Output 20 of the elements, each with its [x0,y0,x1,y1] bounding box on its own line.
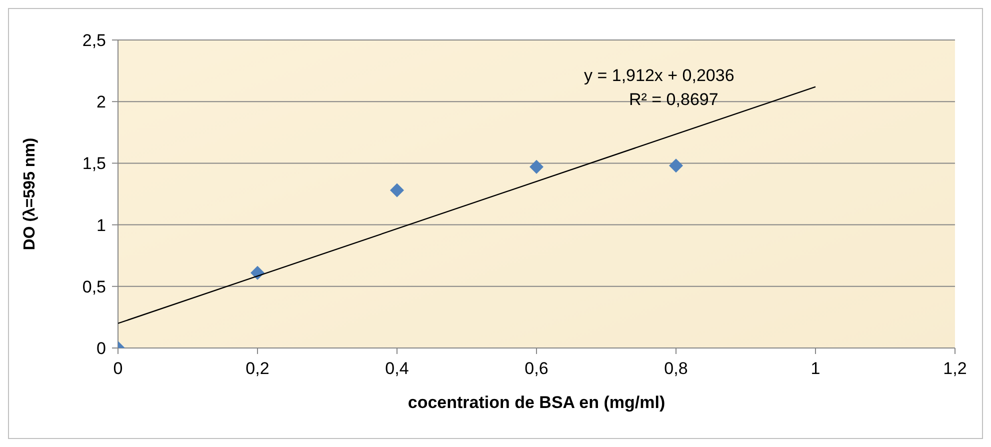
x-tick-label: 0,2 [246,359,270,378]
y-tick-label: 0,5 [82,277,106,296]
y-tick-label: 1 [96,216,106,235]
x-tick-label: 1,2 [943,359,967,378]
y-tick-label: 2,5 [82,31,106,50]
point [669,158,683,173]
y-axis-title: DO (λ=595 nm) [22,138,39,250]
y-tick-label: 1,5 [82,154,106,174]
annotation: R² = 0,8697 [629,90,718,110]
annotation: y = 1,912x + 0,2036 [584,66,734,86]
y-tick-label: 0 [96,339,106,358]
x-tick-label: 0 [113,359,123,378]
x-axis-title: cocentration de BSA en (mg/ml) [408,393,666,412]
x-tick-label: 1 [810,359,820,378]
x-tick-label: 0,6 [524,359,548,378]
point [390,183,404,198]
x-tick-label: 0,8 [664,359,688,378]
y-tick-label: 2 [96,92,106,112]
x-tick-label: 0,4 [385,359,409,378]
point [530,160,544,174]
